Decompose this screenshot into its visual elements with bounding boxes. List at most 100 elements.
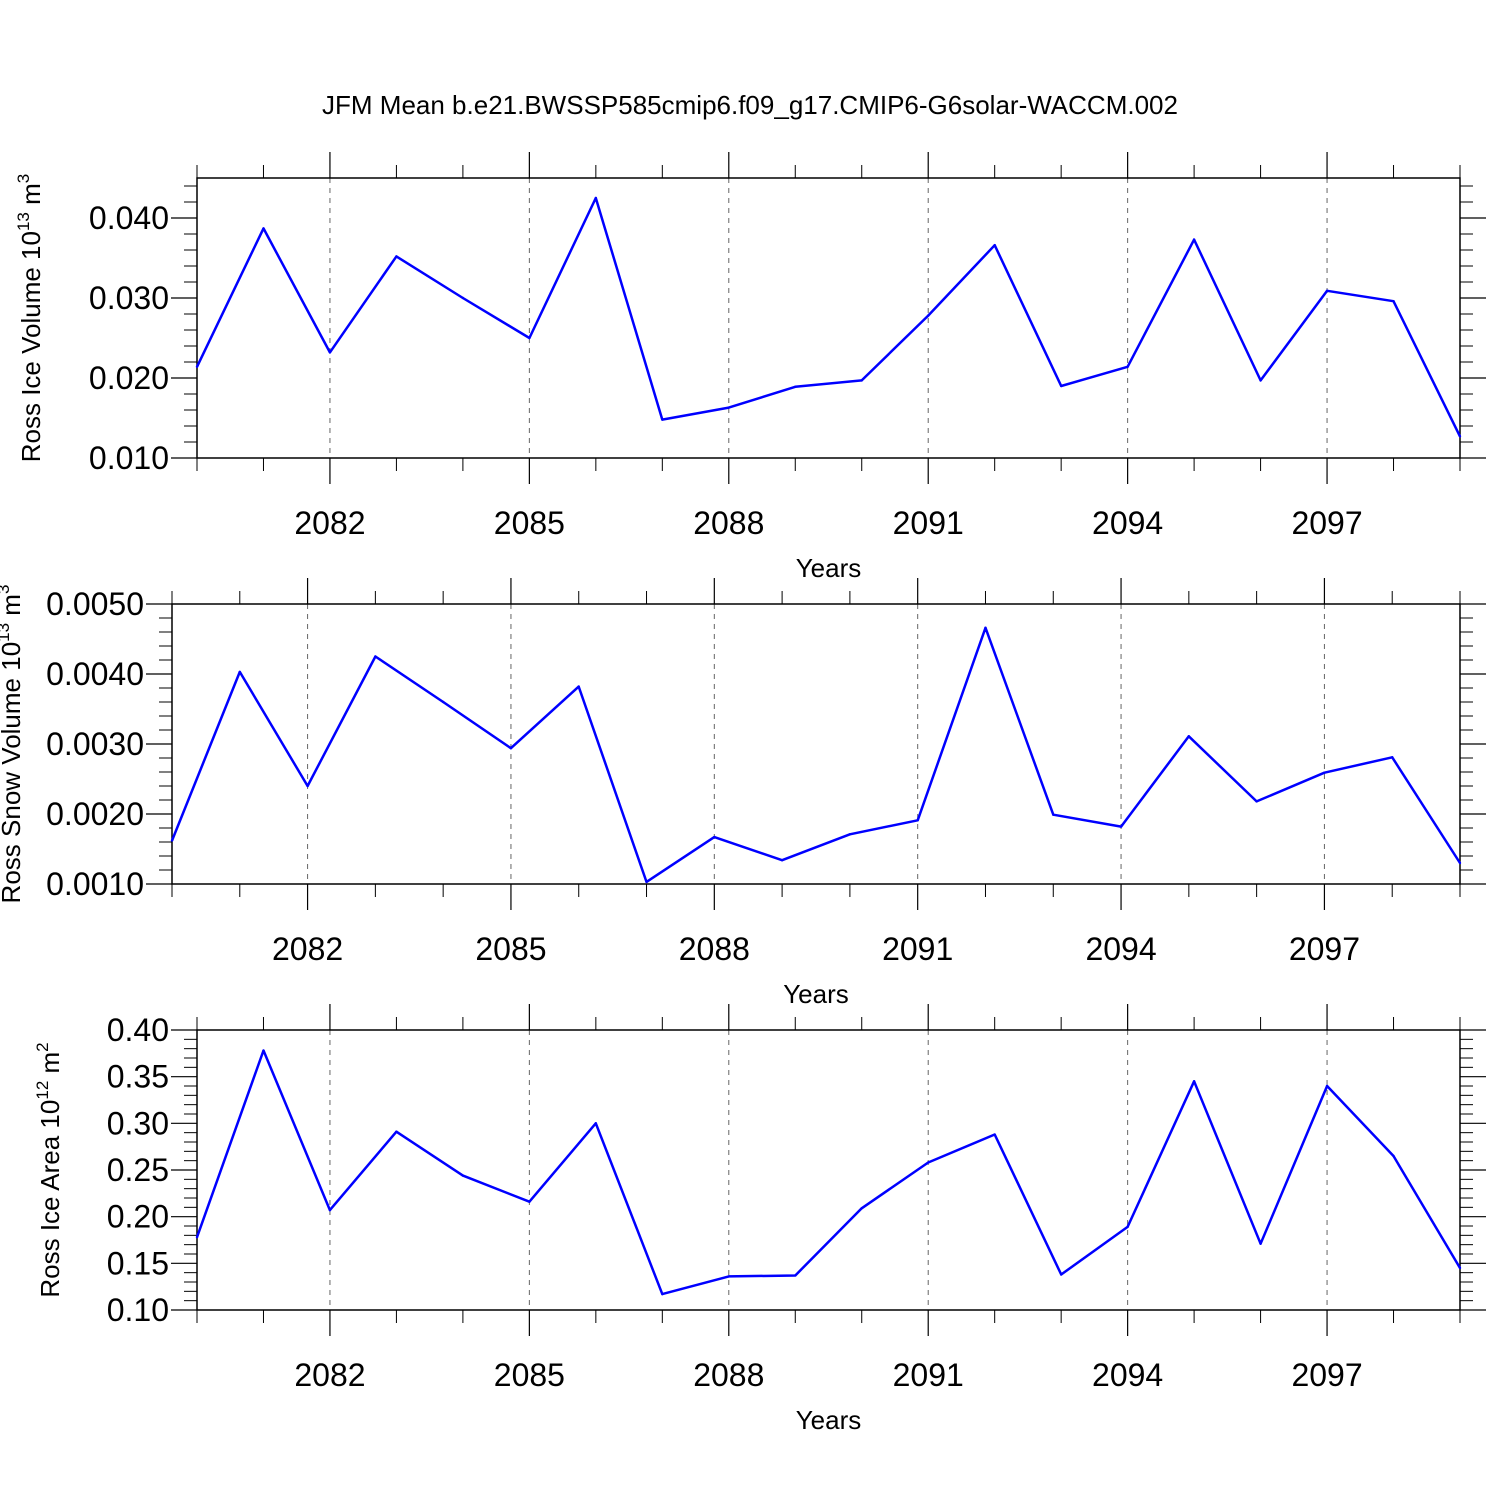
data-point — [1458, 435, 1462, 438]
x-tick-label: 2085 — [494, 505, 565, 541]
y-tick-label: 0.15 — [107, 1245, 169, 1281]
plot-frame — [196, 1029, 1461, 1311]
data-point — [661, 1292, 664, 1296]
x-tick-label: 2097 — [1291, 505, 1362, 541]
y-tick-label: 0.010 — [89, 440, 169, 476]
y-tick-label: 0.30 — [107, 1105, 169, 1141]
x-tick-label: 2085 — [494, 1357, 565, 1393]
data-point — [1392, 300, 1395, 303]
y-tick-label: 0.25 — [107, 1152, 169, 1188]
y-tick-label: 0.0030 — [46, 726, 144, 762]
panel-2: 0.0010 0.0020 0.0030 0.0040 0.0050 2082 2085 20… — [0, 578, 1486, 1009]
series-line — [195, 196, 1462, 437]
data-point — [395, 255, 398, 258]
series-line — [170, 626, 1462, 884]
y-tick-label: 0.0020 — [46, 796, 144, 832]
x-tick-label: 2088 — [693, 1357, 764, 1393]
data-point — [1323, 771, 1326, 774]
y-tick-label: 0.0010 — [46, 866, 144, 902]
data-point — [1259, 379, 1262, 382]
series-line — [195, 1049, 1462, 1296]
data-point — [306, 784, 309, 788]
x-axis-label: Years — [796, 1405, 862, 1435]
data-point — [328, 1208, 332, 1212]
data-point — [509, 747, 513, 750]
panel-1: 0.010 0.020 0.030 0.040 2082 2085 2088 2091 2094… — [14, 152, 1486, 583]
data-point — [860, 379, 863, 382]
x-tick-label: 2088 — [679, 931, 750, 967]
data-point — [927, 314, 930, 317]
panel-3: 0.10 0.15 0.20 0.25 0.30 0.35 0.40 2082 2085 2088… — [33, 1004, 1486, 1435]
x-tick-label: 2094 — [1085, 931, 1156, 967]
x-tick-label: 2091 — [893, 1357, 964, 1393]
data-point — [195, 1236, 199, 1239]
x-tick-label: 2085 — [475, 931, 546, 967]
data-point — [594, 196, 598, 200]
data-point — [1259, 1242, 1262, 1245]
y-tick-label: 0.20 — [107, 1199, 169, 1235]
x-tick-label: 2082 — [294, 1357, 365, 1393]
y-axis-label: Ross Ice Volume 1013 m3 — [14, 174, 46, 463]
data-point — [993, 244, 996, 247]
data-point — [1052, 813, 1055, 816]
data-point — [395, 1130, 398, 1133]
data-point — [461, 1174, 465, 1177]
data-point — [1059, 1273, 1063, 1276]
data-point — [441, 700, 445, 704]
data-point — [780, 859, 784, 862]
data-point — [528, 1200, 531, 1203]
data-point — [1458, 1266, 1462, 1270]
chart-title: JFM Mean b.e21.BWSSP585cmip6.f09_g17.CMI… — [322, 90, 1178, 120]
data-point — [374, 655, 377, 658]
y-axis-label: Ross Snow Volume 1013 m3 — [0, 585, 26, 904]
data-point — [238, 670, 241, 674]
data-point — [1059, 384, 1063, 388]
x-tick-label: 2082 — [294, 505, 365, 541]
data-point — [528, 336, 531, 340]
y-axis-label: Ross Ice Area 1012 m2 — [33, 1042, 65, 1297]
data-point — [645, 880, 648, 884]
x-tick-label: 2091 — [882, 931, 953, 967]
x-tick-label: 2097 — [1289, 931, 1360, 967]
x-tick-label: 2088 — [693, 505, 764, 541]
x-tick-label: 2097 — [1291, 1357, 1362, 1393]
data-point — [661, 418, 664, 421]
data-point — [1192, 1080, 1196, 1083]
data-point — [860, 1207, 863, 1210]
y-tick-label: 0.040 — [89, 200, 169, 236]
data-point — [170, 839, 174, 842]
data-point — [577, 685, 580, 688]
data-point — [927, 1161, 930, 1164]
data-point — [727, 406, 730, 409]
data-point — [1126, 1225, 1129, 1229]
y-tick-label: 0.0040 — [46, 656, 144, 692]
y-tick-label: 0.10 — [107, 1292, 169, 1328]
x-axis-label: Years — [796, 553, 862, 583]
data-point — [1126, 365, 1129, 368]
data-point — [713, 835, 716, 839]
x-tick-label: 2094 — [1092, 505, 1163, 541]
data-point — [916, 819, 919, 822]
data-point — [984, 626, 987, 629]
data-point — [1187, 735, 1191, 738]
data-point — [262, 227, 265, 230]
data-point — [1392, 1154, 1395, 1158]
data-point — [461, 296, 465, 300]
plot-frame — [171, 603, 1461, 885]
data-point — [1119, 825, 1123, 828]
x-axis-label: Years — [783, 979, 849, 1009]
y-tick-label: 0.030 — [89, 280, 169, 316]
y-tick-label: 0.020 — [89, 360, 169, 396]
data-point — [328, 351, 332, 354]
data-point — [848, 833, 852, 836]
y-tick-label: 0.0050 — [46, 586, 144, 622]
data-point — [1325, 289, 1329, 292]
data-point — [1325, 1084, 1329, 1088]
x-tick-label: 2091 — [893, 505, 964, 541]
plot-frame — [196, 177, 1461, 459]
data-point — [993, 1133, 996, 1136]
y-tick-label: 0.35 — [107, 1059, 169, 1095]
data-point — [794, 385, 797, 388]
data-point — [794, 1274, 797, 1277]
